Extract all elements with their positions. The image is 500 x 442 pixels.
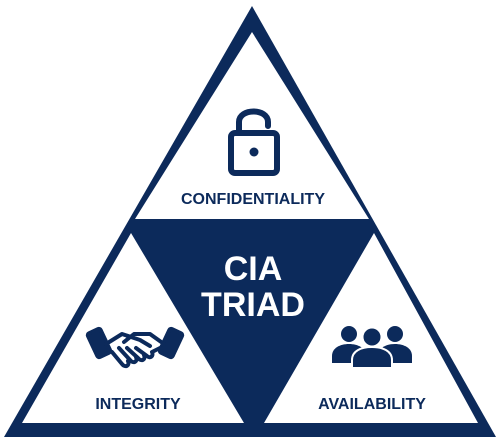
integrity-panel	[22, 233, 244, 423]
padlock-icon	[228, 108, 280, 176]
confidentiality-panel	[135, 32, 369, 219]
center-title-line1: CIA	[224, 250, 283, 288]
handshake-icon	[85, 326, 185, 369]
people-group-icon	[332, 326, 412, 369]
confidentiality-label: CONFIDENTIALITY	[181, 191, 325, 208]
availability-label: AVAILABILITY	[318, 396, 426, 413]
center-title-line2: TRIAD	[201, 286, 305, 324]
integrity-label: INTEGRITY	[95, 396, 181, 413]
